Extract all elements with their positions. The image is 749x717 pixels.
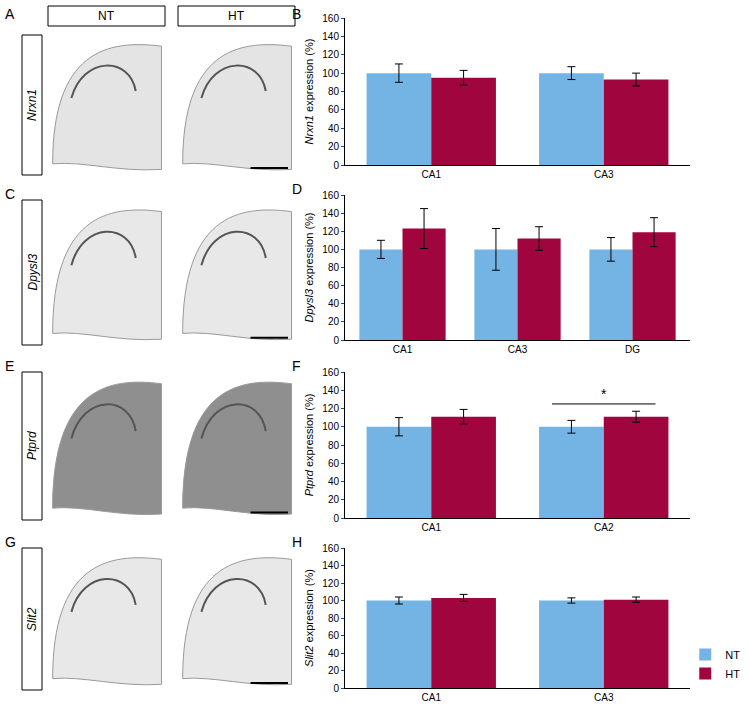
svg-text:HT: HT	[725, 668, 740, 680]
svg-text:CA3: CA3	[508, 344, 528, 355]
svg-text:CA1: CA1	[393, 344, 413, 355]
svg-text:0: 0	[333, 683, 339, 694]
svg-text:120: 120	[322, 578, 339, 589]
svg-text:B: B	[292, 6, 301, 22]
svg-text:60: 60	[328, 458, 340, 469]
svg-text:E: E	[5, 358, 14, 374]
svg-text:80: 80	[328, 440, 340, 451]
svg-text:140: 140	[322, 208, 339, 219]
svg-text:Dpysl3: Dpysl3	[26, 253, 40, 290]
svg-text:60: 60	[328, 104, 340, 115]
svg-text:160: 160	[322, 190, 339, 201]
svg-text:Nrxn1: Nrxn1	[25, 89, 39, 121]
svg-text:40: 40	[328, 123, 340, 134]
svg-text:20: 20	[328, 316, 340, 327]
svg-text:HT: HT	[228, 9, 245, 23]
svg-text:80: 80	[328, 262, 340, 273]
svg-text:CA3: CA3	[594, 169, 614, 180]
svg-text:160: 160	[322, 543, 339, 554]
svg-text:0: 0	[333, 513, 339, 524]
svg-text:Slit2 expression (%): Slit2 expression (%)	[303, 569, 315, 667]
svg-text:Nrxn1 expression (%): Nrxn1 expression (%)	[303, 39, 315, 145]
svg-text:CA3: CA3	[594, 692, 614, 703]
svg-text:120: 120	[322, 49, 339, 60]
svg-text:C: C	[5, 186, 15, 202]
svg-text:F: F	[292, 358, 301, 374]
svg-text:*: *	[601, 386, 607, 402]
svg-text:120: 120	[322, 403, 339, 414]
svg-text:140: 140	[322, 560, 339, 571]
svg-text:80: 80	[328, 86, 340, 97]
svg-text:100: 100	[322, 595, 339, 606]
svg-text:100: 100	[322, 244, 339, 255]
svg-text:40: 40	[328, 476, 340, 487]
svg-text:20: 20	[328, 665, 340, 676]
svg-text:Dpysl3 expression (%): Dpysl3 expression (%)	[303, 212, 315, 322]
svg-text:A: A	[5, 6, 15, 22]
svg-text:80: 80	[328, 613, 340, 624]
svg-text:G: G	[5, 534, 16, 550]
svg-text:Slit2: Slit2	[25, 607, 39, 631]
svg-text:0: 0	[333, 160, 339, 171]
svg-text:40: 40	[328, 648, 340, 659]
svg-text:NT: NT	[98, 9, 115, 23]
svg-text:CA1: CA1	[422, 692, 442, 703]
svg-text:160: 160	[322, 13, 339, 24]
svg-text:CA1: CA1	[422, 522, 442, 533]
svg-text:H: H	[292, 534, 302, 550]
svg-text:100: 100	[322, 68, 339, 79]
svg-text:100: 100	[322, 421, 339, 432]
svg-text:20: 20	[328, 141, 340, 152]
svg-text:40: 40	[328, 298, 340, 309]
svg-text:20: 20	[328, 494, 340, 505]
svg-text:Ptprd expression (%): Ptprd expression (%)	[303, 394, 315, 497]
svg-text:60: 60	[328, 630, 340, 641]
svg-text:60: 60	[328, 280, 340, 291]
svg-text:CA1: CA1	[422, 169, 442, 180]
svg-text:0: 0	[333, 335, 339, 346]
svg-text:NT: NT	[725, 649, 740, 661]
svg-text:Ptprd: Ptprd	[25, 431, 39, 460]
svg-text:D: D	[292, 181, 302, 197]
svg-text:DG: DG	[625, 344, 640, 355]
svg-text:160: 160	[322, 367, 339, 378]
svg-text:CA2: CA2	[594, 522, 614, 533]
svg-text:140: 140	[322, 31, 339, 42]
svg-text:140: 140	[322, 385, 339, 396]
svg-text:120: 120	[322, 226, 339, 237]
